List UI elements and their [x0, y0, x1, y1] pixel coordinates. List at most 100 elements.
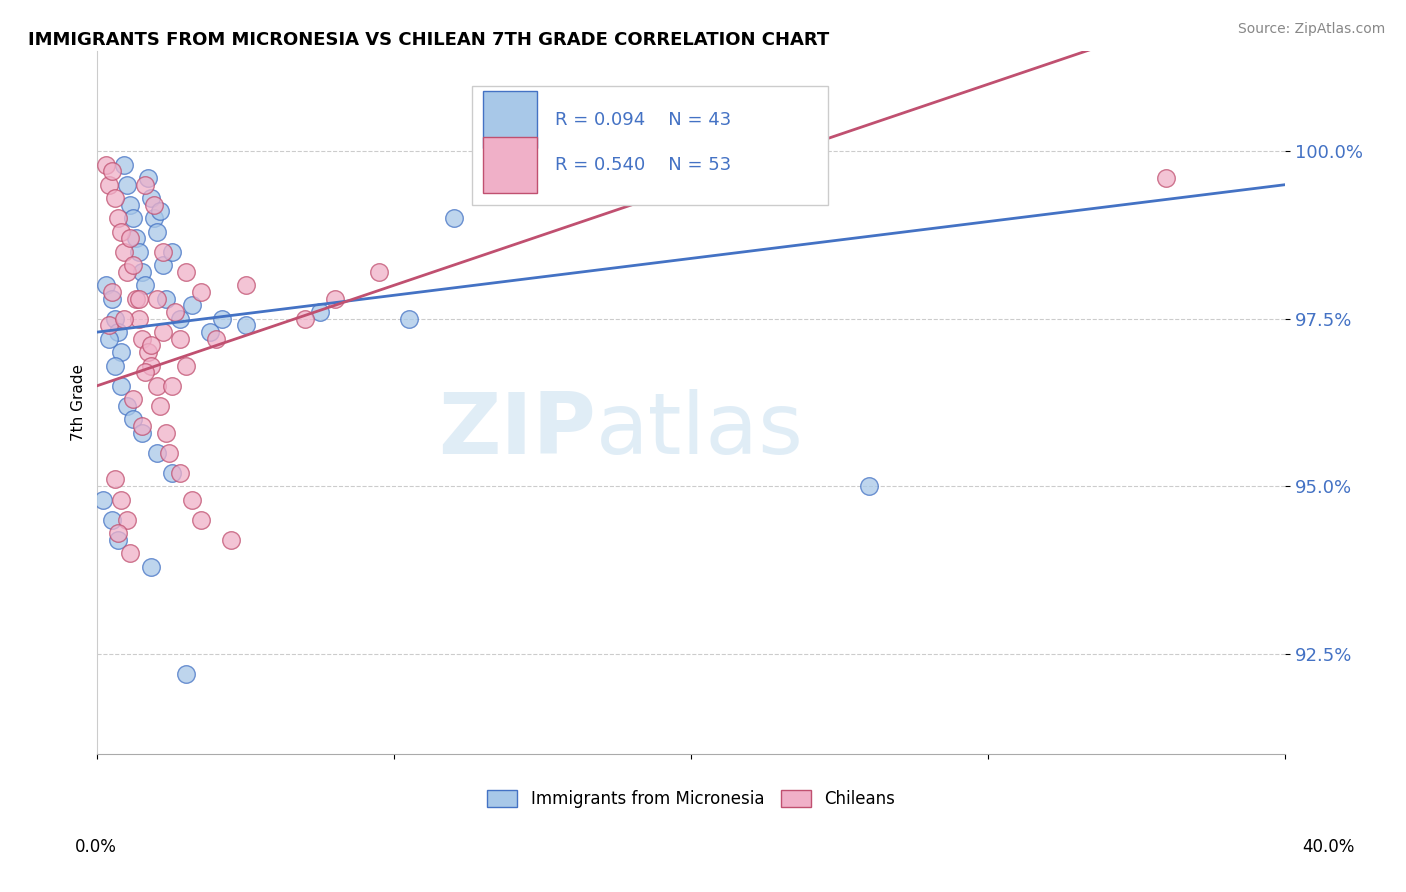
Point: [98, 178, 121, 192]
Point: [176, 666, 198, 681]
Point: [112, 244, 135, 259]
Point: [91, 492, 114, 507]
Point: [110, 378, 132, 392]
Point: [110, 225, 132, 239]
Point: [155, 425, 177, 440]
Point: [101, 164, 124, 178]
Point: [96, 278, 118, 293]
Point: [139, 191, 162, 205]
Text: ZIP: ZIP: [439, 389, 596, 472]
Point: [149, 204, 172, 219]
Point: [219, 533, 242, 547]
Point: [309, 305, 332, 319]
Text: Source: ZipAtlas.com: Source: ZipAtlas.com: [1237, 22, 1385, 37]
Point: [181, 298, 204, 312]
Point: [181, 492, 204, 507]
Point: [145, 225, 167, 239]
Point: [107, 526, 129, 541]
Point: [323, 292, 346, 306]
Point: [104, 311, 127, 326]
Point: [107, 211, 129, 226]
Point: [96, 158, 118, 172]
Point: [190, 513, 212, 527]
Text: 0.0%: 0.0%: [75, 838, 117, 855]
Point: [145, 378, 167, 392]
Point: [128, 244, 150, 259]
Point: [118, 546, 141, 560]
Point: [131, 418, 153, 433]
Point: [131, 425, 153, 440]
Point: [145, 446, 167, 460]
Point: [1156, 171, 1178, 186]
Point: [101, 292, 124, 306]
Point: [157, 446, 180, 460]
Text: IMMIGRANTS FROM MICRONESIA VS CHILEAN 7TH GRADE CORRELATION CHART: IMMIGRANTS FROM MICRONESIA VS CHILEAN 7T…: [28, 31, 830, 49]
Point: [107, 533, 129, 547]
Point: [160, 466, 183, 480]
Point: [134, 178, 156, 192]
Point: [142, 211, 165, 226]
Point: [104, 191, 127, 205]
Point: [101, 285, 124, 299]
Point: [136, 345, 159, 359]
Point: [190, 285, 212, 299]
Text: atlas: atlas: [596, 389, 804, 472]
Point: [145, 292, 167, 306]
Text: R = 0.540    N = 53: R = 0.540 N = 53: [554, 155, 731, 174]
Point: [122, 412, 145, 426]
Point: [169, 332, 191, 346]
Point: [134, 365, 156, 379]
Point: [235, 278, 257, 293]
FancyBboxPatch shape: [471, 86, 828, 205]
Point: [122, 258, 145, 272]
Point: [398, 311, 420, 326]
Point: [118, 231, 141, 245]
Point: [139, 338, 162, 352]
Point: [115, 265, 138, 279]
Point: [294, 311, 316, 326]
Point: [235, 318, 257, 333]
Point: [205, 332, 228, 346]
Point: [139, 359, 162, 373]
Point: [115, 178, 138, 192]
Point: [149, 399, 172, 413]
Point: [122, 392, 145, 406]
Legend: Immigrants from Micronesia, Chileans: Immigrants from Micronesia, Chileans: [479, 781, 904, 816]
Point: [169, 311, 191, 326]
Point: [104, 359, 127, 373]
FancyBboxPatch shape: [484, 92, 537, 148]
Y-axis label: 7th Grade: 7th Grade: [72, 364, 86, 441]
Point: [139, 559, 162, 574]
Point: [98, 318, 121, 333]
Point: [101, 513, 124, 527]
Text: R = 0.094    N = 43: R = 0.094 N = 43: [554, 111, 731, 128]
Text: 40.0%: 40.0%: [1302, 838, 1355, 855]
Point: [211, 311, 233, 326]
Point: [169, 466, 191, 480]
Point: [131, 265, 153, 279]
Point: [443, 211, 465, 226]
Point: [136, 171, 159, 186]
Point: [110, 492, 132, 507]
Point: [107, 325, 129, 339]
Point: [125, 292, 148, 306]
Point: [152, 244, 174, 259]
Point: [112, 311, 135, 326]
Point: [858, 479, 880, 493]
Point: [104, 473, 127, 487]
Point: [163, 305, 186, 319]
Point: [125, 231, 148, 245]
Point: [176, 359, 198, 373]
Point: [155, 292, 177, 306]
Point: [128, 292, 150, 306]
Point: [160, 244, 183, 259]
Point: [152, 325, 174, 339]
Point: [115, 399, 138, 413]
Point: [115, 513, 138, 527]
Point: [112, 158, 135, 172]
Point: [110, 345, 132, 359]
Point: [118, 198, 141, 212]
Point: [122, 211, 145, 226]
Point: [368, 265, 391, 279]
Point: [131, 332, 153, 346]
